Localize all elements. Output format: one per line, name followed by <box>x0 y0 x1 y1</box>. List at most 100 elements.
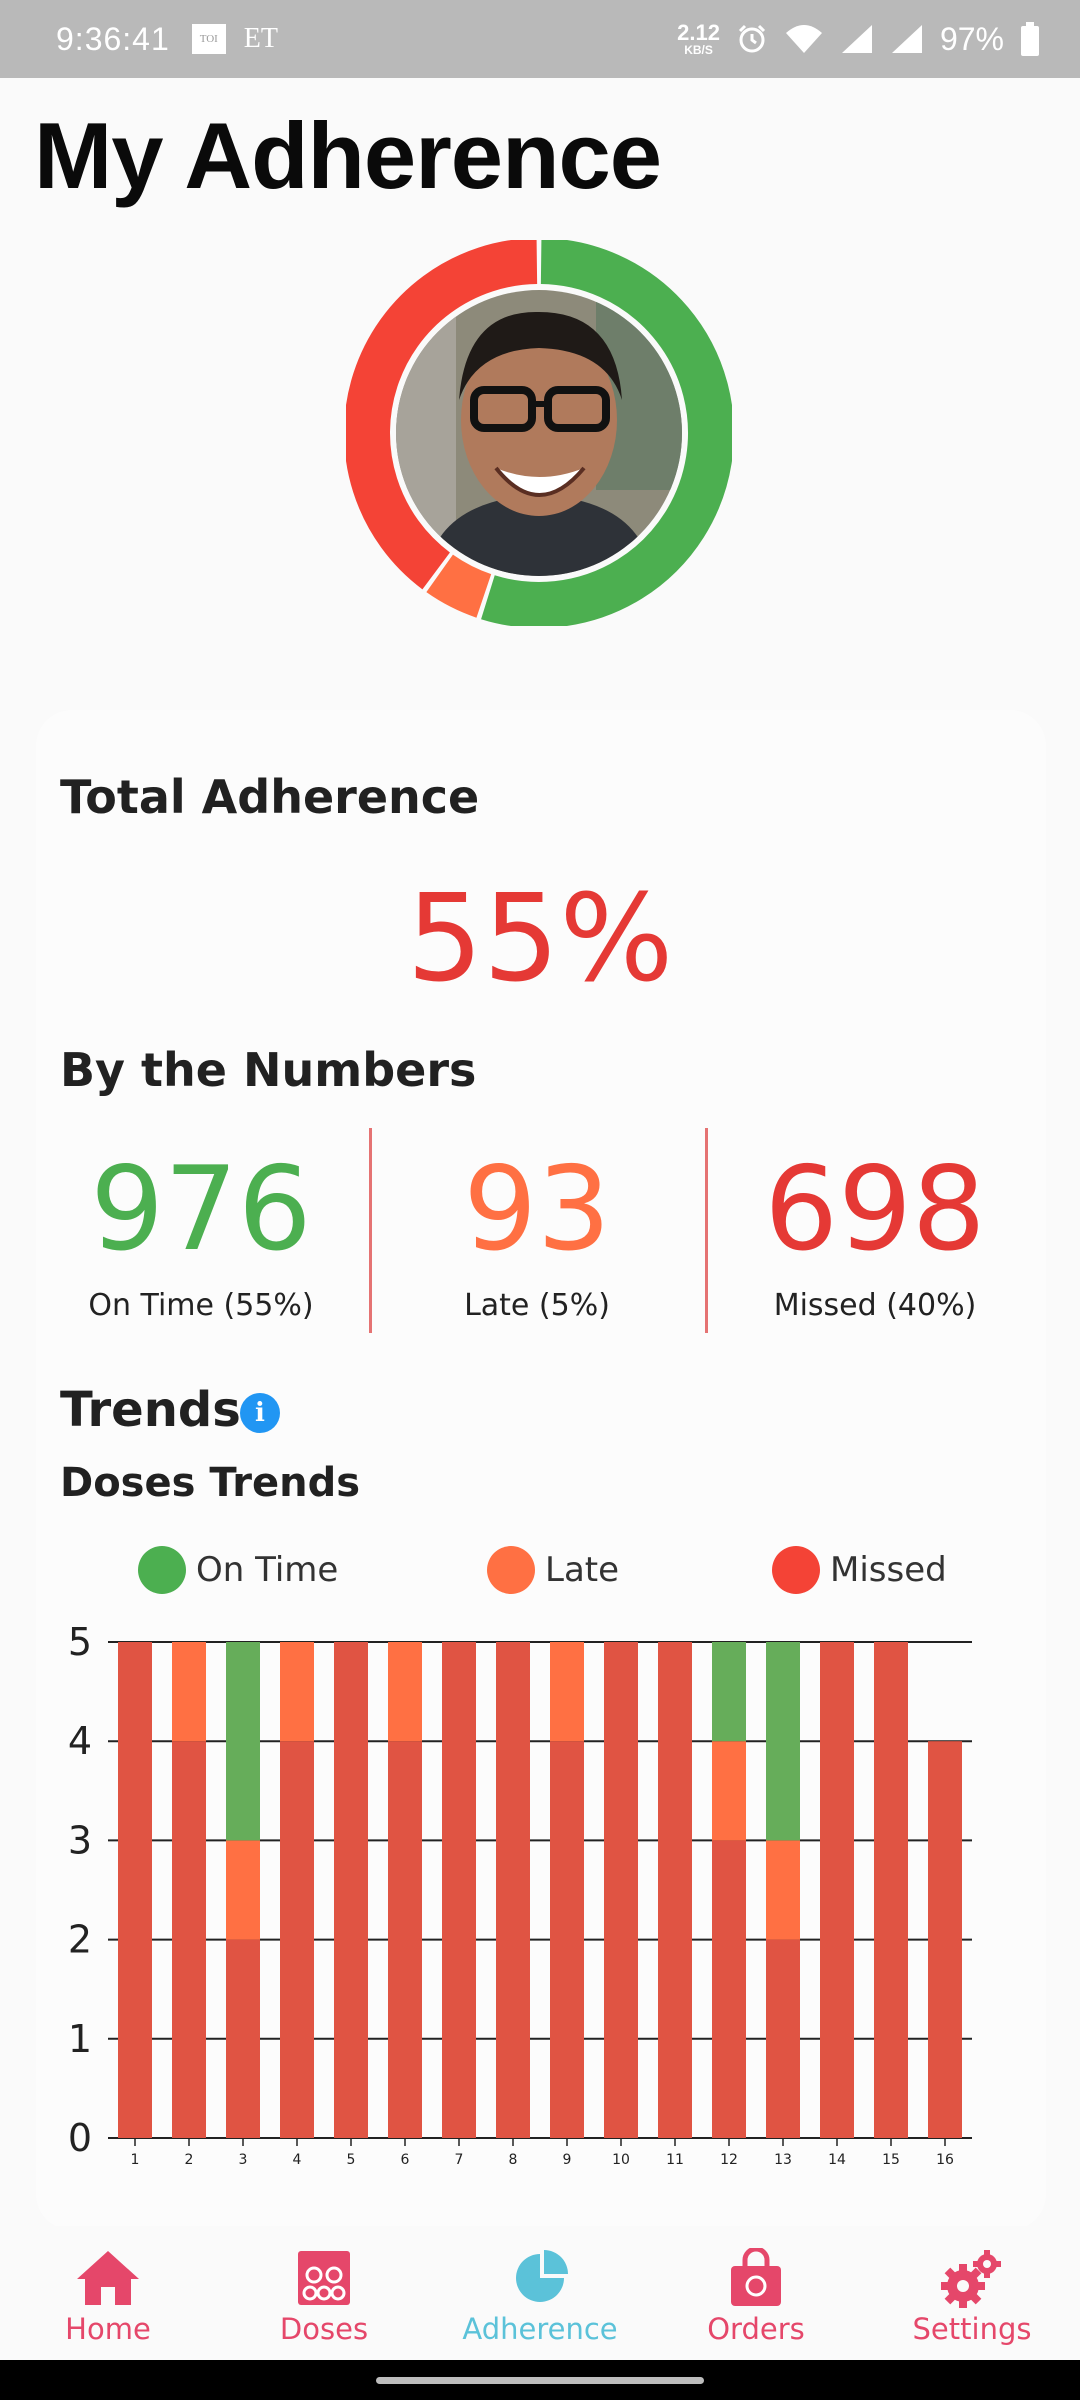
legend-item-missed: Missed <box>772 1546 947 1594</box>
home-indicator[interactable] <box>376 2377 704 2384</box>
dose-trends-heading: Doses Trends <box>60 1460 361 1506</box>
y-tick-label: 3 <box>68 1818 92 1862</box>
et-icon: ET <box>243 23 278 54</box>
stat-missed: 698 Missed (40%) <box>710 1140 1040 1323</box>
x-tick-label: 5 <box>347 2152 356 2168</box>
legend-label-on-time: On Time <box>196 1550 339 1590</box>
legend-item-late: Late <box>487 1546 619 1594</box>
bar-segment-on-time <box>226 1642 260 1841</box>
status-time: 9:36:41 <box>56 20 170 57</box>
ring-segment-late <box>426 554 492 618</box>
bar-segment-missed <box>820 1642 854 2138</box>
stat-late-label: Late (5%) <box>464 1288 610 1323</box>
stat-missed-label: Missed (40%) <box>773 1288 977 1323</box>
bar-segment-late <box>388 1642 422 1742</box>
gear-icon <box>937 2248 1007 2308</box>
total-adherence-value: 55% <box>406 870 674 1009</box>
bar-segment-missed <box>172 1741 206 2138</box>
bar-segment-on-time <box>712 1642 746 1742</box>
x-tick-label: 13 <box>774 2152 792 2168</box>
bar-segment-missed <box>334 1642 368 2138</box>
ring-segment-missed <box>346 240 538 590</box>
trends-heading: Trends <box>60 1382 241 1438</box>
bar-segment-missed <box>118 1642 152 2138</box>
bar-segment-late <box>226 1840 260 1940</box>
bar-segment-late <box>280 1642 314 1742</box>
bar-segment-missed <box>388 1741 422 2138</box>
bar-segment-late <box>550 1642 584 1742</box>
legend-dot-late <box>487 1546 535 1594</box>
x-tick-label: 9 <box>563 2152 572 2168</box>
ring-segment-on-time <box>481 240 732 626</box>
bar-segment-late <box>766 1840 800 1940</box>
bar-segment-late <box>172 1642 206 1742</box>
battery-percent: 97% <box>939 20 1004 57</box>
bar-segment-missed <box>928 1741 962 2138</box>
nav-home[interactable]: Home <box>0 2226 216 2360</box>
info-icon[interactable]: i <box>240 1393 280 1433</box>
toi-icon: TOI <box>191 24 226 54</box>
stat-on-time-label: On Time (55%) <box>88 1288 314 1323</box>
bar-segment-missed <box>874 1642 908 2138</box>
x-tick-label: 8 <box>509 2152 518 2168</box>
y-tick-label: 0 <box>68 2116 92 2160</box>
shopping-bag-icon <box>721 2248 791 2308</box>
nav-orders-label: Orders <box>707 2312 805 2346</box>
x-tick-label: 6 <box>401 2152 410 2168</box>
bar-segment-missed <box>442 1642 476 2138</box>
nav-adherence-label: Adherence <box>462 2312 618 2346</box>
x-tick-label: 2 <box>185 2152 194 2168</box>
x-tick-label: 16 <box>936 2152 954 2168</box>
x-tick-label: 11 <box>666 2152 684 2168</box>
x-tick-label: 3 <box>239 2152 248 2168</box>
total-adherence-heading: Total Adherence <box>60 770 480 824</box>
x-tick-label: 1 <box>131 2152 140 2168</box>
stat-late: 93 Late (5%) <box>372 1140 702 1323</box>
network-speed: 2.12 KB/S <box>677 20 720 57</box>
legend-label-missed: Missed <box>830 1550 947 1590</box>
stat-on-time: 976 On Time (55%) <box>36 1140 366 1323</box>
stat-on-time-value: 976 <box>90 1142 312 1277</box>
nav-home-label: Home <box>65 2312 151 2346</box>
legend-dot-missed <box>772 1546 820 1594</box>
y-tick-label: 4 <box>68 1719 92 1763</box>
signal-roaming-icon <box>891 25 922 53</box>
x-tick-label: 4 <box>293 2152 302 2168</box>
bar-segment-missed <box>226 1939 260 2138</box>
bar-segment-missed <box>550 1741 584 2138</box>
bottom-nav: Home Doses Adherence Orders <box>0 2226 1080 2360</box>
bar-segment-missed <box>658 1642 692 2138</box>
bar-segment-missed <box>766 1939 800 2138</box>
bar-segment-on-time <box>766 1642 800 1841</box>
bar-segment-missed <box>496 1642 530 2138</box>
page-title: My Adherence <box>34 103 662 208</box>
bar-segment-missed <box>712 1840 746 2138</box>
battery-icon <box>1021 22 1039 56</box>
wifi-icon <box>785 25 822 53</box>
x-tick-label: 7 <box>455 2152 464 2168</box>
pie-chart-icon <box>505 2248 575 2308</box>
stat-late-value: 93 <box>463 1142 611 1277</box>
x-tick-label: 14 <box>828 2152 846 2168</box>
y-tick-label: 1 <box>68 2017 92 2061</box>
nav-adherence[interactable]: Adherence <box>432 2226 648 2360</box>
home-icon <box>73 2248 143 2308</box>
signal-icon <box>841 25 872 53</box>
nav-settings[interactable]: Settings <box>864 2226 1080 2360</box>
stat-divider <box>369 1128 372 1333</box>
status-bar: 9:36:41 TOI ET 2.12 KB/S 97% <box>0 0 1080 78</box>
x-tick-label: 12 <box>720 2152 738 2168</box>
bar-segment-late <box>712 1741 746 1841</box>
nav-settings-label: Settings <box>912 2312 1032 2346</box>
nav-doses[interactable]: Doses <box>216 2226 432 2360</box>
alarm-icon <box>738 24 766 53</box>
x-tick-label: 15 <box>882 2152 900 2168</box>
nav-orders[interactable]: Orders <box>648 2226 864 2360</box>
legend-dot-on-time <box>138 1546 186 1594</box>
pill-box-icon <box>289 2248 359 2308</box>
avatar[interactable] <box>396 290 682 576</box>
adherence-ring <box>346 240 732 626</box>
x-tick-label: 10 <box>612 2152 630 2168</box>
bar-segment-missed <box>280 1741 314 2138</box>
